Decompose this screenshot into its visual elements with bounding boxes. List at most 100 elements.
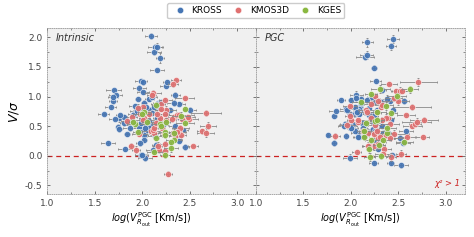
Point xyxy=(396,137,404,140)
Point xyxy=(161,153,169,157)
Point xyxy=(124,120,131,123)
Point xyxy=(138,117,146,121)
Point xyxy=(186,108,193,112)
Point xyxy=(387,100,394,103)
Point xyxy=(375,140,383,144)
Point xyxy=(384,116,392,120)
Point xyxy=(161,112,169,115)
Point xyxy=(372,119,379,123)
Point xyxy=(141,138,148,141)
Point xyxy=(148,123,156,126)
Point xyxy=(146,108,154,111)
Point xyxy=(390,37,397,41)
Point xyxy=(202,111,210,115)
Point xyxy=(413,120,420,123)
Point xyxy=(156,116,164,120)
Point xyxy=(148,111,155,115)
Legend: KROSS, KMOS3D, KGES: KROSS, KMOS3D, KGES xyxy=(167,3,345,18)
Point xyxy=(346,104,354,108)
Point xyxy=(146,112,153,116)
Point xyxy=(386,122,394,126)
Point xyxy=(386,136,393,140)
Point xyxy=(353,110,361,114)
Point xyxy=(352,129,359,132)
Point xyxy=(387,155,395,159)
Point xyxy=(343,107,350,111)
Point xyxy=(341,124,348,128)
Point xyxy=(151,150,158,154)
Point xyxy=(387,45,395,48)
Point xyxy=(400,99,408,103)
Point xyxy=(385,82,393,86)
Point xyxy=(390,132,398,136)
Point xyxy=(415,80,422,84)
Point xyxy=(156,56,164,60)
Point xyxy=(147,34,155,38)
Text: PGC: PGC xyxy=(264,33,284,43)
Point xyxy=(128,144,135,148)
Point xyxy=(379,131,387,135)
Point xyxy=(157,124,165,128)
Point xyxy=(351,113,359,116)
Point xyxy=(346,124,354,128)
Point xyxy=(387,161,394,164)
Point xyxy=(155,101,162,105)
Point xyxy=(154,102,162,106)
Point xyxy=(164,109,171,113)
Point xyxy=(375,143,383,147)
Point xyxy=(140,116,148,119)
Point xyxy=(136,130,144,134)
Point xyxy=(136,141,144,145)
Point xyxy=(152,103,160,107)
Point xyxy=(147,123,155,127)
Point xyxy=(363,108,370,112)
Point xyxy=(157,100,164,104)
Point xyxy=(369,127,376,131)
Point xyxy=(159,123,167,127)
Point xyxy=(390,96,397,100)
Point xyxy=(364,144,372,148)
Point xyxy=(382,104,390,108)
Point xyxy=(370,144,377,148)
Point xyxy=(341,123,349,126)
Point xyxy=(388,153,395,157)
Point xyxy=(140,110,148,114)
Point xyxy=(138,129,146,133)
Point xyxy=(372,130,379,133)
Point xyxy=(134,97,142,101)
Point xyxy=(143,128,151,132)
Point xyxy=(360,134,368,137)
Point xyxy=(363,98,371,102)
Point xyxy=(325,133,332,137)
Point xyxy=(370,100,377,104)
Point xyxy=(177,133,185,137)
Point xyxy=(133,109,141,113)
Point xyxy=(383,116,390,119)
Point xyxy=(137,121,145,125)
Point xyxy=(419,135,427,139)
Point xyxy=(198,129,206,133)
Point xyxy=(332,109,340,113)
Point xyxy=(144,107,151,111)
Point xyxy=(343,134,350,138)
Y-axis label: $\mathit{V/\sigma}$: $\mathit{V/\sigma}$ xyxy=(7,100,21,123)
Point xyxy=(107,105,115,109)
Point xyxy=(355,112,363,116)
Point xyxy=(172,115,179,119)
Point xyxy=(150,131,157,135)
Point xyxy=(345,124,353,128)
Point xyxy=(136,86,143,90)
Point xyxy=(136,107,144,111)
Point xyxy=(360,135,368,138)
Point xyxy=(172,93,179,96)
Point xyxy=(141,156,149,160)
Point xyxy=(357,101,365,105)
Point xyxy=(140,118,147,122)
Point xyxy=(357,100,365,104)
Point xyxy=(377,154,385,158)
Point xyxy=(171,124,178,128)
Point xyxy=(364,41,371,44)
Point xyxy=(157,102,165,106)
Point xyxy=(346,112,354,116)
Point xyxy=(154,144,162,148)
